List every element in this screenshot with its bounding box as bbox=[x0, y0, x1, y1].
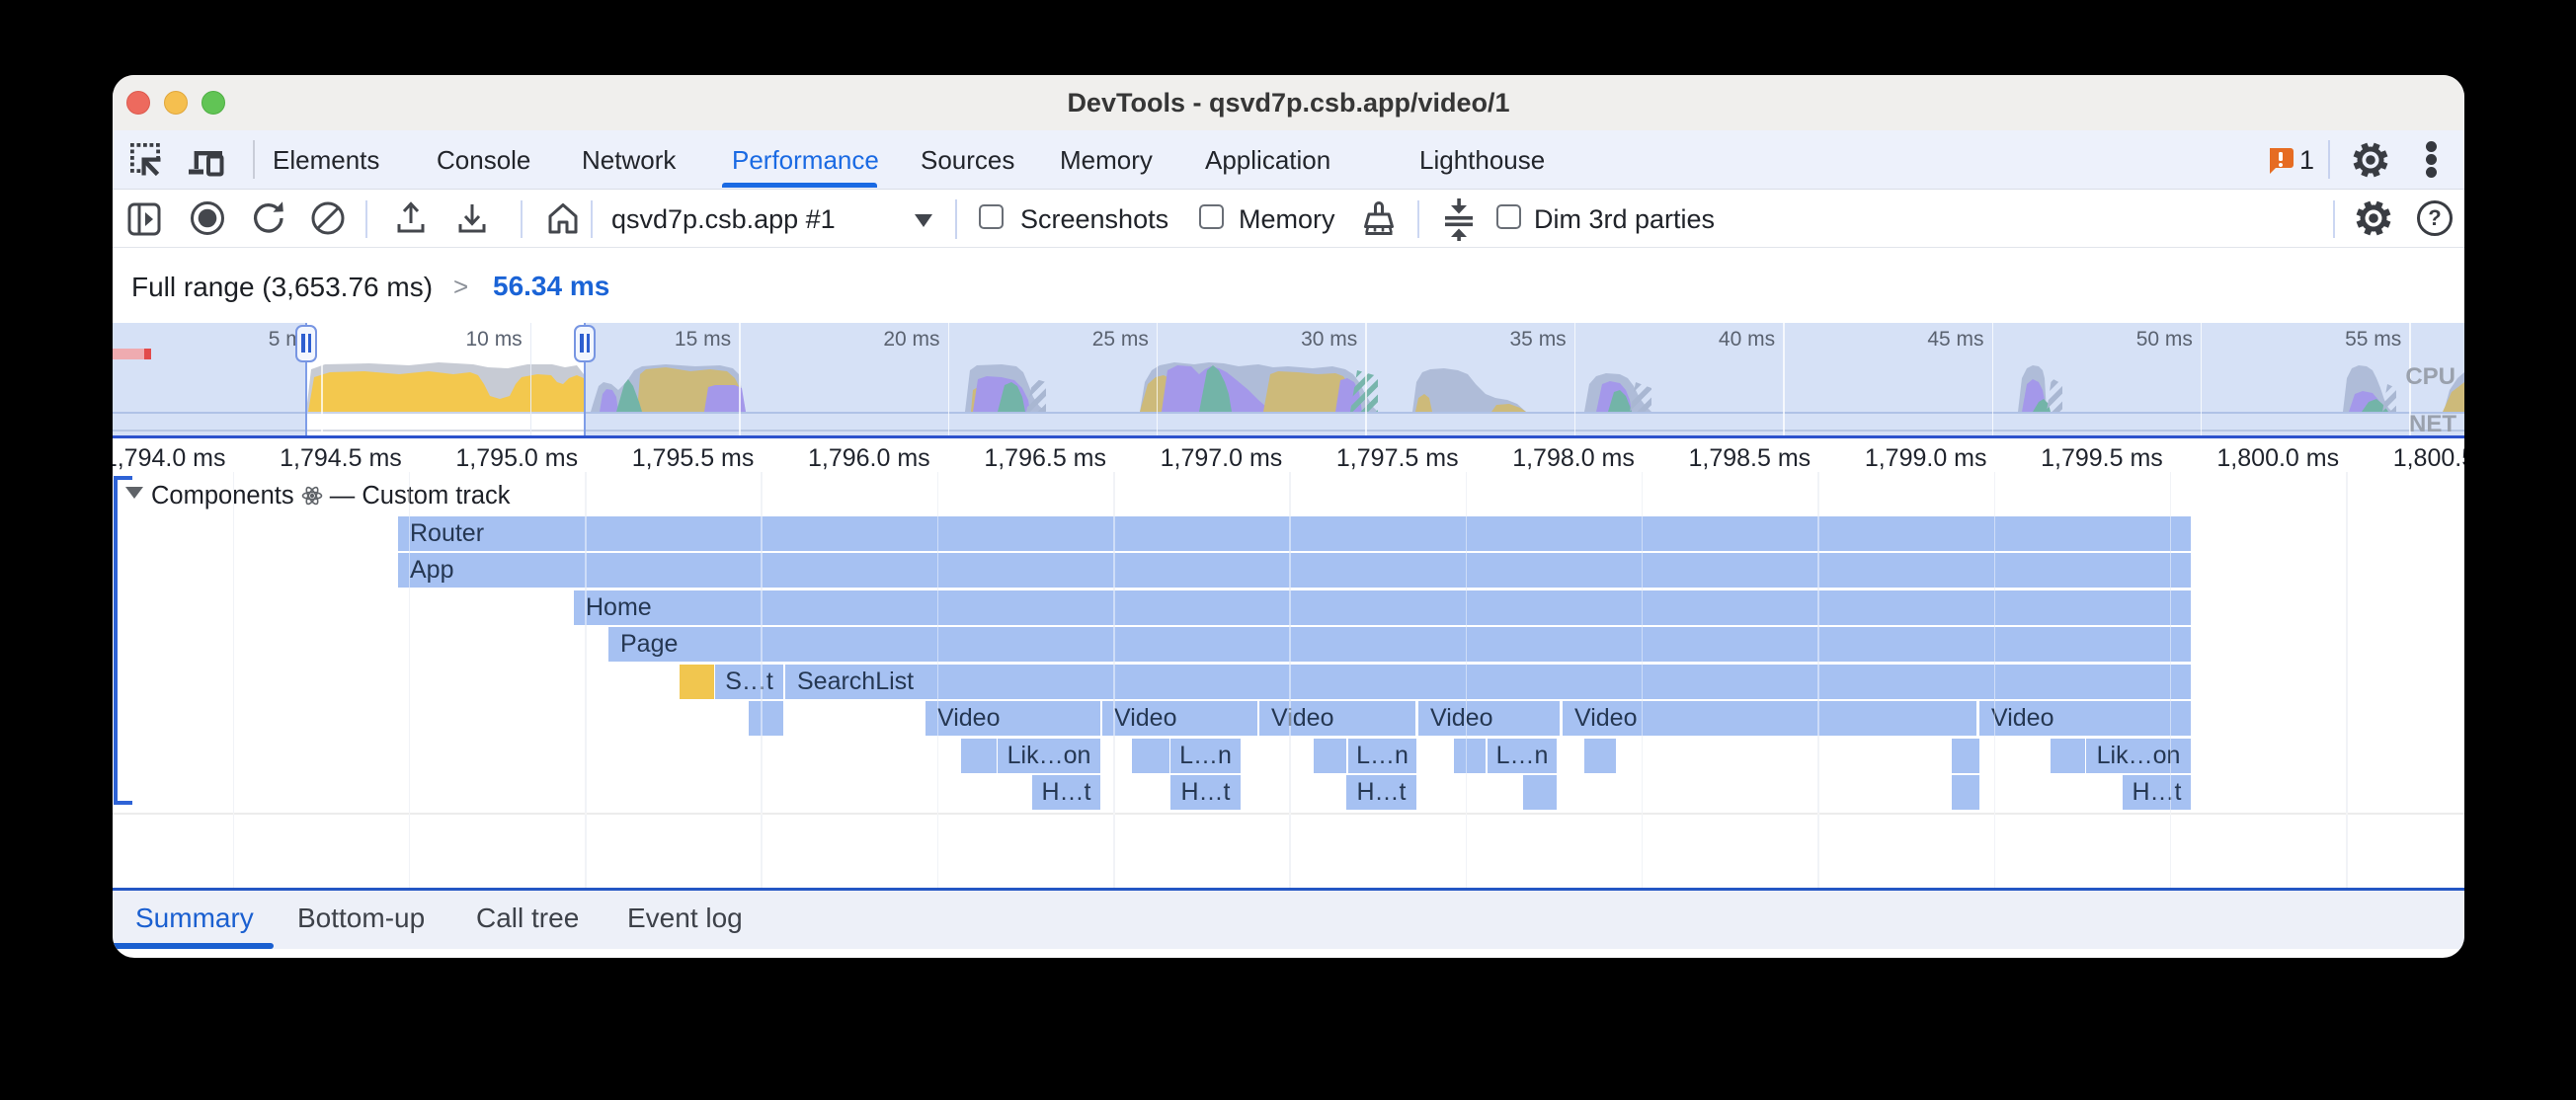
svg-text:?: ? bbox=[2428, 205, 2441, 230]
